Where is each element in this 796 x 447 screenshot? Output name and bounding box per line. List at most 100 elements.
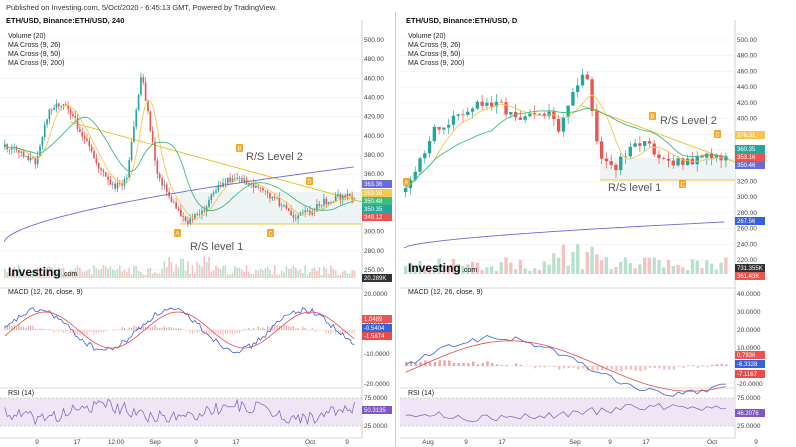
volume-bar (46, 267, 48, 278)
price-tick-label: 320.00 (737, 178, 757, 185)
candle-body (638, 143, 642, 146)
candle-body (104, 172, 107, 177)
volume-bar (614, 267, 618, 274)
pattern-marker-a[interactable] (403, 178, 410, 186)
volume-bar (595, 254, 599, 274)
time-tick-label: Oct (707, 439, 717, 446)
volume-bar (245, 265, 248, 278)
pattern-marker-b[interactable] (236, 144, 243, 152)
volume-bar (576, 244, 580, 274)
candle-body (262, 187, 264, 191)
pattern-marker-d[interactable] (306, 177, 313, 185)
candle-body (537, 113, 542, 115)
price-tick-label: 260.00 (737, 226, 757, 233)
macd-histogram-bar (48, 328, 50, 330)
time-tick-label: 17 (232, 439, 240, 446)
candle-body (36, 156, 39, 165)
volume-bar (177, 267, 180, 278)
left-macd-label[interactable]: MACD (12, 26, close, 9) (8, 289, 83, 296)
pattern-marker-a[interactable] (174, 229, 181, 237)
candle-body (175, 202, 177, 209)
macd-histogram-bar (72, 330, 74, 333)
macd-histogram-bar (191, 330, 194, 334)
volume-bar (210, 271, 213, 278)
macd-tag-label: 1.0489 (364, 317, 383, 323)
time-tick-label: 9 (754, 439, 758, 446)
volume-bar (257, 270, 260, 278)
candle-body (62, 104, 65, 106)
volume-bar (330, 265, 332, 278)
volume-bar (323, 266, 325, 278)
right-chart-canvas[interactable]: 500.00480.00460.00440.00420.00400.00380.… (400, 12, 796, 447)
legend-volume[interactable]: Volume (20) (8, 33, 46, 40)
volume-bar (447, 265, 451, 274)
candle-body (151, 131, 154, 142)
candle-body (528, 112, 532, 117)
volume-bar (280, 270, 283, 278)
volume-bar (39, 266, 41, 278)
candle-body (413, 171, 417, 180)
volume-bar (461, 265, 465, 274)
pattern-marker-label: D (307, 180, 312, 186)
candle-body (353, 198, 356, 199)
candle-body (585, 74, 589, 80)
price-tick-label: 440.00 (364, 95, 384, 102)
macd-histogram-bar (462, 362, 465, 366)
candle-body (27, 156, 30, 161)
legend-ma-9-50[interactable]: MA Cross (9, 50) (8, 51, 61, 58)
legend-ma-9-200[interactable]: MA Cross (9, 200) (408, 60, 465, 67)
volume-bar (332, 268, 335, 278)
candle-body (72, 114, 74, 117)
candle-body (243, 178, 246, 182)
volume-bar (418, 260, 422, 274)
macd-histogram-bar (173, 328, 175, 330)
left-chart-panel[interactable]: 500.00 480.00 460.00 440.00 420.00 400.00 380.… (0, 12, 392, 447)
legend-ma-9-26[interactable]: MA Cross (9, 26) (408, 42, 461, 49)
legend-ma-9-26[interactable]: MA Cross (9, 26) (8, 42, 61, 49)
macd-histogram-bar (260, 328, 262, 330)
macd-histogram-bar (264, 328, 266, 330)
candle-body (196, 214, 199, 215)
price-tick-label: 300.00 (737, 194, 757, 201)
macd-histogram-bar (328, 330, 330, 334)
candle-body (29, 157, 32, 161)
candle-body (81, 131, 84, 137)
volume-bar (147, 268, 149, 278)
pattern-marker-c[interactable] (267, 229, 274, 237)
candle-body (327, 201, 330, 204)
volume-bar (116, 269, 119, 278)
candle-body (294, 217, 297, 219)
legend-volume[interactable]: Volume (20) (408, 33, 446, 40)
macd-histogram-bar (710, 364, 714, 366)
left-chart-canvas[interactable]: 500.00 480.00 460.00 440.00 420.00 400.00 380.… (0, 12, 392, 447)
right-macd-label[interactable]: MACD (12, 26, close, 9) (408, 289, 483, 296)
pattern-marker-b[interactable] (649, 112, 656, 120)
price-tick-label: 440.00 (737, 84, 757, 91)
annotation-rs-level-2: R/S Level 2 (660, 115, 717, 127)
volume-bar (93, 265, 95, 278)
candle-body (217, 185, 220, 191)
right-rsi-label[interactable]: RSI (14) (408, 390, 435, 397)
volume-bar (53, 268, 55, 278)
volume-bar (97, 270, 100, 278)
annotation-rs-level-2: R/S Level 2 (246, 151, 303, 163)
candle-body (74, 116, 77, 118)
macd-histogram-bar (271, 325, 273, 330)
pattern-marker-d[interactable] (714, 130, 721, 138)
volume-bar (29, 274, 32, 278)
volume-bar (48, 266, 51, 278)
macd-histogram-bar (519, 364, 523, 366)
legend-ma-9-200[interactable]: MA Cross (9, 200) (8, 60, 65, 67)
price-tag-label: 363.36 (364, 182, 383, 188)
legend-ma-9-50[interactable]: MA Cross (9, 50) (408, 51, 461, 58)
time-tick-label: Oct (305, 439, 315, 446)
volume-bar (302, 273, 304, 278)
price-tag (362, 213, 392, 221)
right-chart-panel[interactable]: 500.00480.00460.00440.00420.00400.00380.… (400, 12, 796, 447)
left-rsi-label[interactable]: RSI (14) (8, 390, 35, 397)
pattern-marker-c[interactable] (679, 180, 686, 188)
candle-body (201, 210, 203, 215)
candle-body (302, 212, 304, 214)
volume-bar (652, 257, 656, 274)
macd-tag-label: -7.1167 (737, 372, 758, 378)
